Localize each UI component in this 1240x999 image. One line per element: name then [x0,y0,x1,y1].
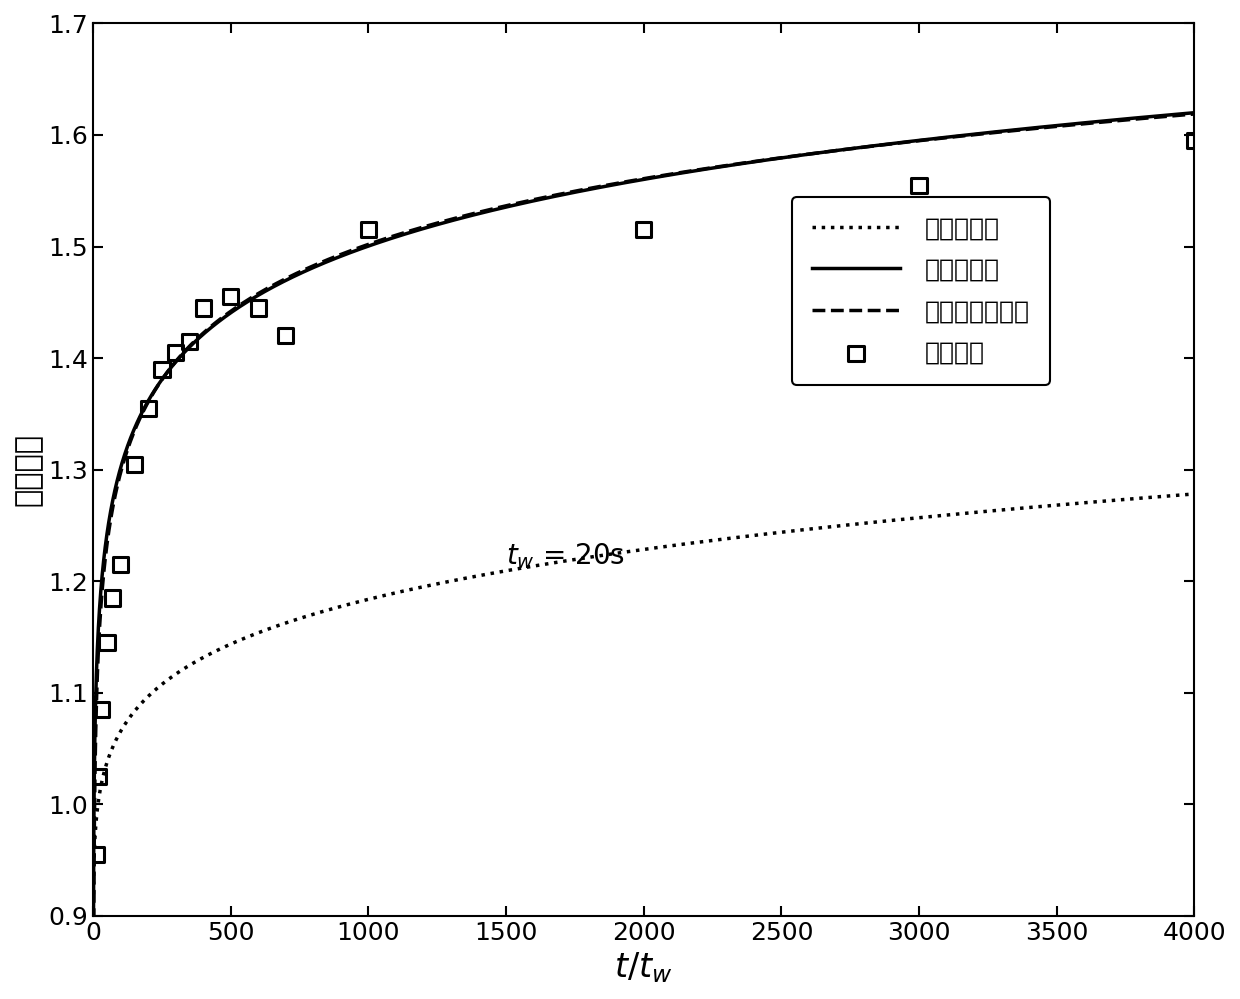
幂律扩散率 [1187,488,1202,500]
试验数据 [180,334,200,350]
对数扩散率 [506,199,521,211]
Line: 对数扩散率: 对数扩散率 [93,113,1194,977]
试验数据 [634,222,653,238]
扩展对数扩散率 [802,148,817,160]
扩展对数扩散率 [908,135,923,147]
试验数据 [248,300,268,316]
对数扩散率 [908,135,923,147]
扩展对数扩散率 [1187,108,1202,120]
试验数据 [358,222,378,238]
扩展对数扩散率 [746,156,761,168]
幂律扩散率 [506,563,521,575]
试验数据 [86,846,105,862]
幂律扩散率 [86,897,100,909]
Legend: 幂律扩散率, 对数扩散率, 扩展对数扩散率, 试验数据: 幂律扩散率, 对数扩散率, 扩展对数扩散率, 试验数据 [792,197,1050,385]
试验数据 [139,401,159,417]
对数扩散率 [86,971,100,983]
对数扩散率 [746,156,761,168]
试验数据 [193,300,213,316]
对数扩散率 [991,126,1006,138]
试验数据 [124,457,144,473]
试验数据 [909,177,929,193]
幂律扩散率 [746,529,761,541]
Y-axis label: 均方位移: 均方位移 [14,434,43,506]
对数扩散率 [802,148,817,160]
X-axis label: $t/t_w$: $t/t_w$ [615,950,673,985]
试验数据 [110,556,130,572]
Text: $t_w$ = 20s: $t_w$ = 20s [506,541,625,571]
幂律扩散率 [286,614,301,626]
对数扩散率 [1187,107,1202,119]
试验数据 [221,289,241,305]
试验数据 [1184,133,1204,149]
Line: 幂律扩散率: 幂律扩散率 [93,494,1194,903]
幂律扩散率 [991,504,1006,516]
扩展对数扩散率 [506,198,521,210]
对数扩散率 [286,271,301,283]
试验数据 [89,768,109,784]
试验数据 [103,590,123,606]
幂律扩散率 [908,512,923,524]
扩展对数扩散率 [286,269,301,281]
试验数据 [166,345,186,361]
试验数据 [97,634,117,650]
幂律扩散率 [802,523,817,535]
试验数据 [92,701,112,717]
扩展对数扩散率 [991,126,1006,138]
试验数据 [277,328,296,344]
Line: 扩展对数扩散率: 扩展对数扩散率 [93,114,1194,995]
试验数据 [153,362,172,378]
